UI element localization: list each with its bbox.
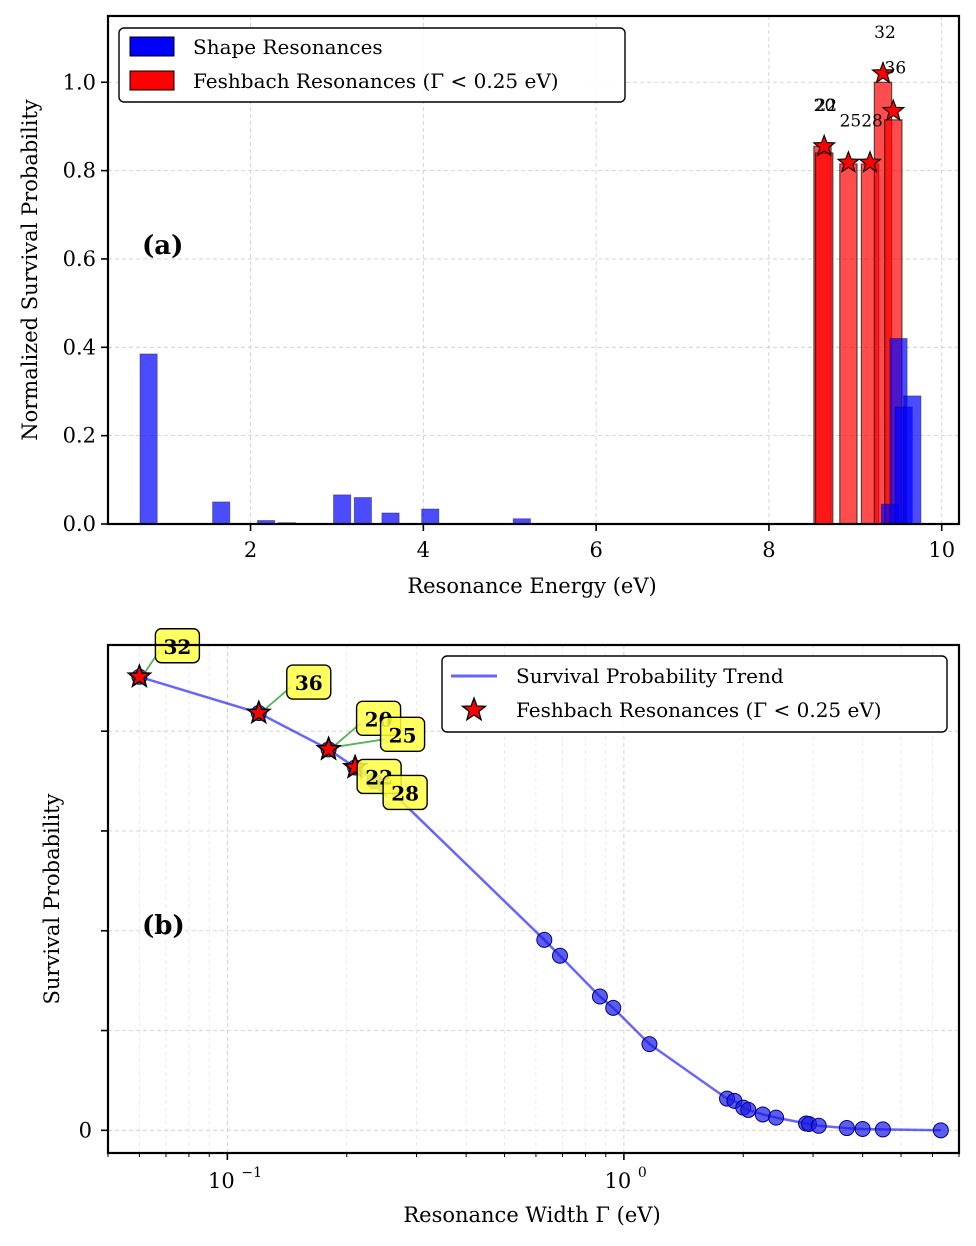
ticks-a: 2 4 6 8 10 0.0 0.2 0.4 0.6 0.8 1.0 (63, 70, 955, 562)
shape-bar (421, 508, 440, 525)
y-axis-label-b: Survival Probability (40, 793, 64, 1004)
data-point (754, 1106, 771, 1123)
legend-frame-b (441, 655, 948, 733)
annotation-badge-label: 36 (295, 671, 323, 695)
data-points-b (131, 668, 949, 1139)
y-tick-label: 0.8 (63, 159, 96, 183)
feshbach-bar (839, 163, 858, 525)
legend-b: Survival Probability Trend Feshbach Reso… (441, 655, 948, 733)
y-tick-label: 0.0 (63, 512, 96, 536)
x-tick-label: 4 (417, 538, 430, 562)
x-tick-label: 6 (589, 538, 602, 562)
legend-a: Shape Resonances Feshbach Resonances (Γ … (118, 27, 626, 103)
data-point (641, 1036, 658, 1053)
x-axis-label-b: Resonance Width Γ (eV) (403, 1203, 660, 1227)
feshbach-star-a (836, 150, 861, 173)
data-point (768, 1109, 785, 1126)
feshbach-star-a (812, 133, 837, 157)
data-point (810, 1117, 827, 1134)
annotation-badge (379, 716, 426, 753)
feshbach-star-a (881, 98, 906, 122)
x-tick-label: 10 (208, 1169, 235, 1193)
feshbach-id-label: 25 (840, 111, 862, 131)
legend-label-feshbach: Feshbach Resonances (Γ < 0.25 eV) (193, 69, 559, 93)
legend-label-shape: Shape Resonances (193, 35, 383, 59)
legend-swatch-feshbach (129, 70, 175, 91)
x-tick-label: 10 (605, 1169, 632, 1193)
data-point (854, 1120, 871, 1137)
legend-swatch-shape (129, 36, 175, 57)
feshbach-star-a (858, 150, 882, 173)
y-axis-label-a: Normalized Survival Probability (18, 99, 42, 441)
data-point (838, 1120, 855, 1137)
y-tick-label: 0.4 (63, 335, 96, 359)
feshbach-id-label: 32 (874, 23, 896, 43)
data-point (605, 999, 622, 1016)
legend-frame-a (118, 27, 626, 103)
annotation-badge-label: 28 (391, 781, 419, 805)
feshbach-bar (814, 152, 834, 525)
feshbach-star-b (126, 662, 153, 688)
feshbach-id-label: 28 (861, 111, 883, 131)
data-point (551, 947, 568, 964)
annotation-badge (286, 664, 332, 700)
shape-bar (903, 395, 922, 525)
x-axis-label-a: Resonance Energy (eV) (407, 574, 656, 598)
data-point (536, 931, 553, 948)
y-tick-label: 0.6 (63, 247, 96, 271)
feshbach-star-b (245, 699, 272, 725)
feshbach-id-label: 20 (814, 96, 836, 116)
shape-bar (381, 512, 400, 525)
x-tick-label: 10 (928, 538, 955, 562)
data-point (932, 1122, 949, 1139)
feshbach-id-label: 22 (815, 96, 837, 116)
panel-label-a: (a) (142, 231, 183, 261)
annotation-arrow (332, 738, 385, 749)
axes-frame-b (106, 643, 961, 1155)
shape-bar (212, 501, 231, 525)
feshbach-id-label: 36 (885, 58, 907, 78)
annotation-badge-label: 32 (163, 635, 191, 659)
annotation-badge-label: 25 (389, 723, 417, 747)
y-tick-label: 0.2 (63, 424, 96, 448)
x-tick-label: 8 (762, 538, 775, 562)
annotation-badge (382, 774, 428, 811)
data-point (740, 1101, 757, 1118)
feshbach-star-a (870, 60, 895, 84)
y-tick-label: 1.0 (63, 70, 96, 94)
data-point (874, 1121, 891, 1138)
bars-a (139, 81, 922, 525)
shape-bar (353, 497, 372, 525)
y-tick-label: 0 (79, 1118, 92, 1142)
legend-label-feshbach-b: Feshbach Resonances (Γ < 0.25 eV) (516, 698, 882, 722)
data-point (591, 988, 608, 1005)
feshbach-stars-a (812, 60, 906, 173)
x-tick-exponent: −1 (241, 1165, 262, 1181)
survival-trend-line (139, 675, 941, 1132)
ticks-b: 10 −1 10 0 0 (79, 730, 960, 1193)
panel-label-b: (b) (142, 911, 185, 941)
shape-bar (333, 494, 352, 525)
shape-bar (139, 353, 158, 525)
legend-swatch-star (460, 696, 488, 722)
axes-frame-a (106, 14, 961, 526)
x-tick-label: 2 (244, 538, 257, 562)
feshbach-star-b (315, 735, 342, 761)
x-tick-exponent: 0 (638, 1165, 647, 1181)
legend-label-trend: Survival Probability Trend (516, 664, 784, 688)
